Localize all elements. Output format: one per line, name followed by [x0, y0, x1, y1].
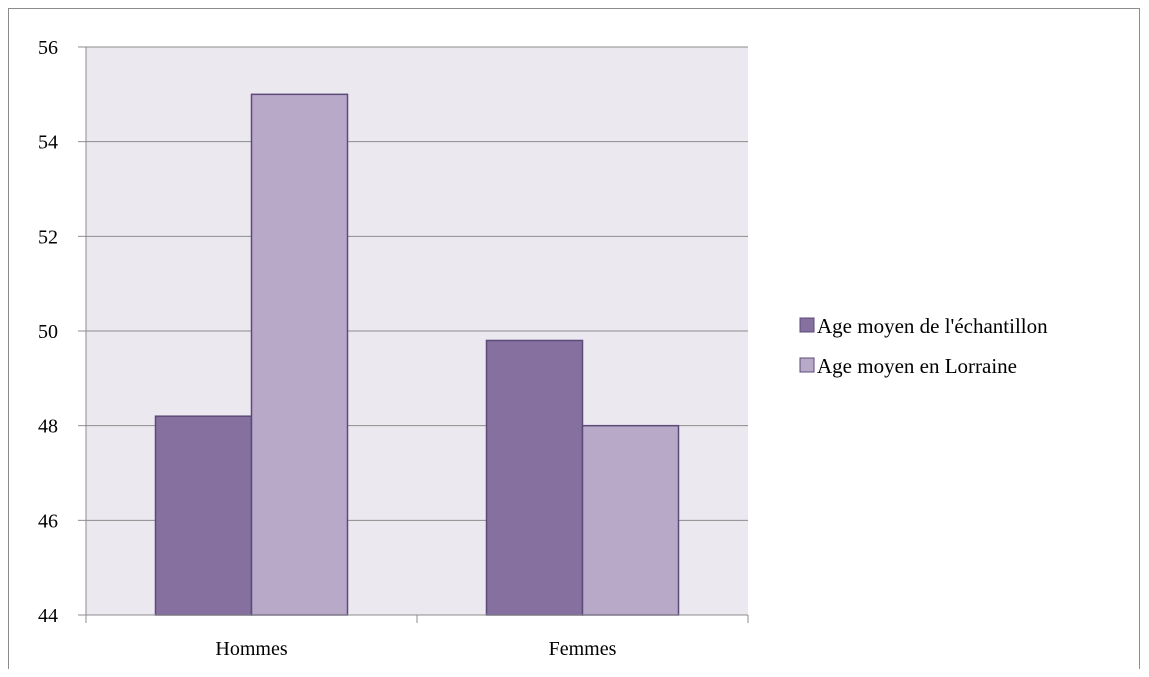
- y-tick-label: 56: [38, 37, 58, 59]
- y-tick-label: 50: [38, 321, 58, 343]
- legend-label: Age moyen de l'échantillon: [817, 314, 1048, 338]
- x-tick-label: Femmes: [549, 638, 617, 660]
- legend-swatch: [799, 357, 815, 373]
- legend-swatch: [799, 317, 815, 333]
- legend: Age moyen de l'échantillon Age moyen en L…: [799, 314, 1048, 378]
- y-tick-label: 52: [38, 226, 58, 248]
- y-tick-label: 44: [38, 605, 58, 627]
- x-tick-label: Hommes: [215, 638, 287, 660]
- y-tick-label: 48: [38, 416, 58, 438]
- bar: [154, 415, 253, 616]
- legend-label: Age moyen en Lorraine: [817, 354, 1017, 378]
- axes: 44 46 48 50 52 54 56 Hommes Femmes: [38, 37, 749, 660]
- bar: [250, 93, 349, 616]
- y-tick-label: 54: [38, 132, 58, 154]
- bar: [581, 424, 680, 616]
- bar: [485, 339, 584, 616]
- bars: [154, 93, 680, 616]
- y-tick-label: 46: [38, 510, 58, 532]
